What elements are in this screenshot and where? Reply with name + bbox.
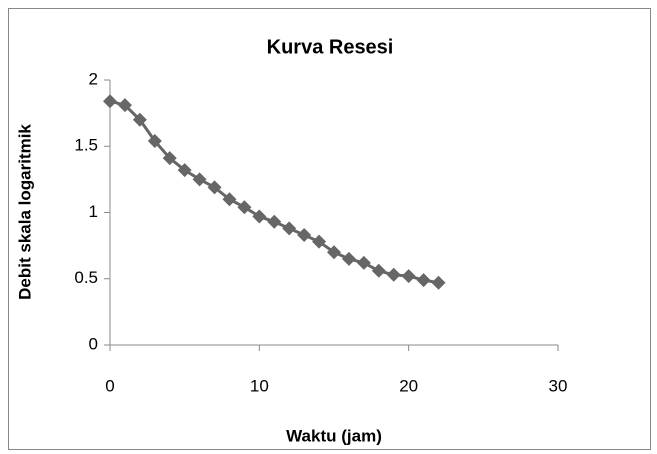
chart-frame (8, 8, 651, 450)
x-tick-label: 20 (399, 376, 418, 395)
marker (132, 112, 147, 127)
marker (401, 269, 416, 284)
marker (341, 251, 356, 266)
marker (117, 98, 132, 113)
marker (162, 151, 177, 166)
marker (431, 275, 446, 290)
chart-title: Kurva Resesi (267, 36, 394, 58)
marker (282, 221, 297, 236)
x-tick-label: 0 (105, 376, 114, 395)
marker (416, 273, 431, 288)
marker (371, 263, 386, 278)
marker (297, 228, 312, 243)
marker (222, 192, 237, 207)
x-axis-label: Waktu (jam) (286, 426, 382, 445)
marker (177, 163, 192, 178)
marker (103, 94, 117, 109)
marker (207, 180, 222, 195)
y-tick-label: 0 (89, 334, 98, 353)
marker (327, 245, 341, 260)
marker (267, 214, 282, 229)
marker (237, 200, 252, 215)
marker (252, 209, 267, 224)
marker (386, 267, 401, 282)
y-tick-label: 0.5 (74, 268, 98, 287)
y-tick-label: 1 (89, 202, 98, 221)
marker (147, 133, 162, 148)
y-axis-label: Debit skala logaritmik (15, 124, 34, 300)
y-tick-label: 2 (89, 69, 98, 88)
x-tick-label: 30 (549, 376, 568, 395)
marker (356, 255, 371, 270)
marker (192, 172, 207, 187)
y-tick-label: 1.5 (74, 136, 98, 155)
x-tick-label: 10 (250, 376, 269, 395)
marker (312, 234, 327, 249)
